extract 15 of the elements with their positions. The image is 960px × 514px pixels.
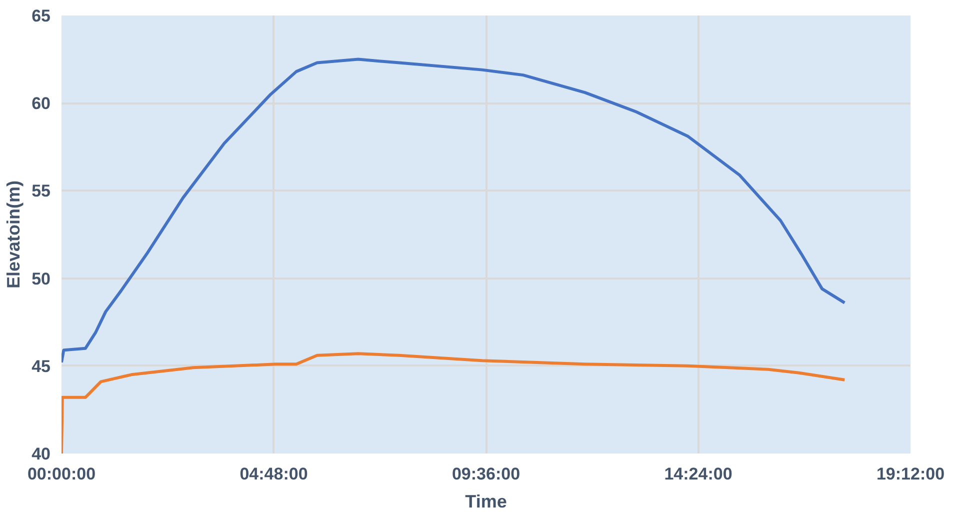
x-tick-label: 00:00:00 xyxy=(27,464,96,484)
x-axis-title: Time xyxy=(465,492,507,512)
y-tick-label: 60 xyxy=(32,94,51,114)
y-axis-title: Elevatoin(m) xyxy=(4,180,24,289)
x-tick-label: 09:36:00 xyxy=(452,464,520,484)
y-tick-label: 45 xyxy=(32,356,51,376)
y-tick-label: 55 xyxy=(32,182,51,201)
x-tick-label: 19:12:00 xyxy=(876,464,945,484)
y-tick-label: 50 xyxy=(32,269,51,288)
x-tick-label: 04:48:00 xyxy=(240,464,308,484)
line-series xyxy=(62,58,846,364)
y-tick-label: 40 xyxy=(32,444,51,464)
line-series xyxy=(62,352,846,454)
x-tick-label: 14:24:00 xyxy=(664,464,732,484)
y-tick-label: 65 xyxy=(32,6,51,26)
